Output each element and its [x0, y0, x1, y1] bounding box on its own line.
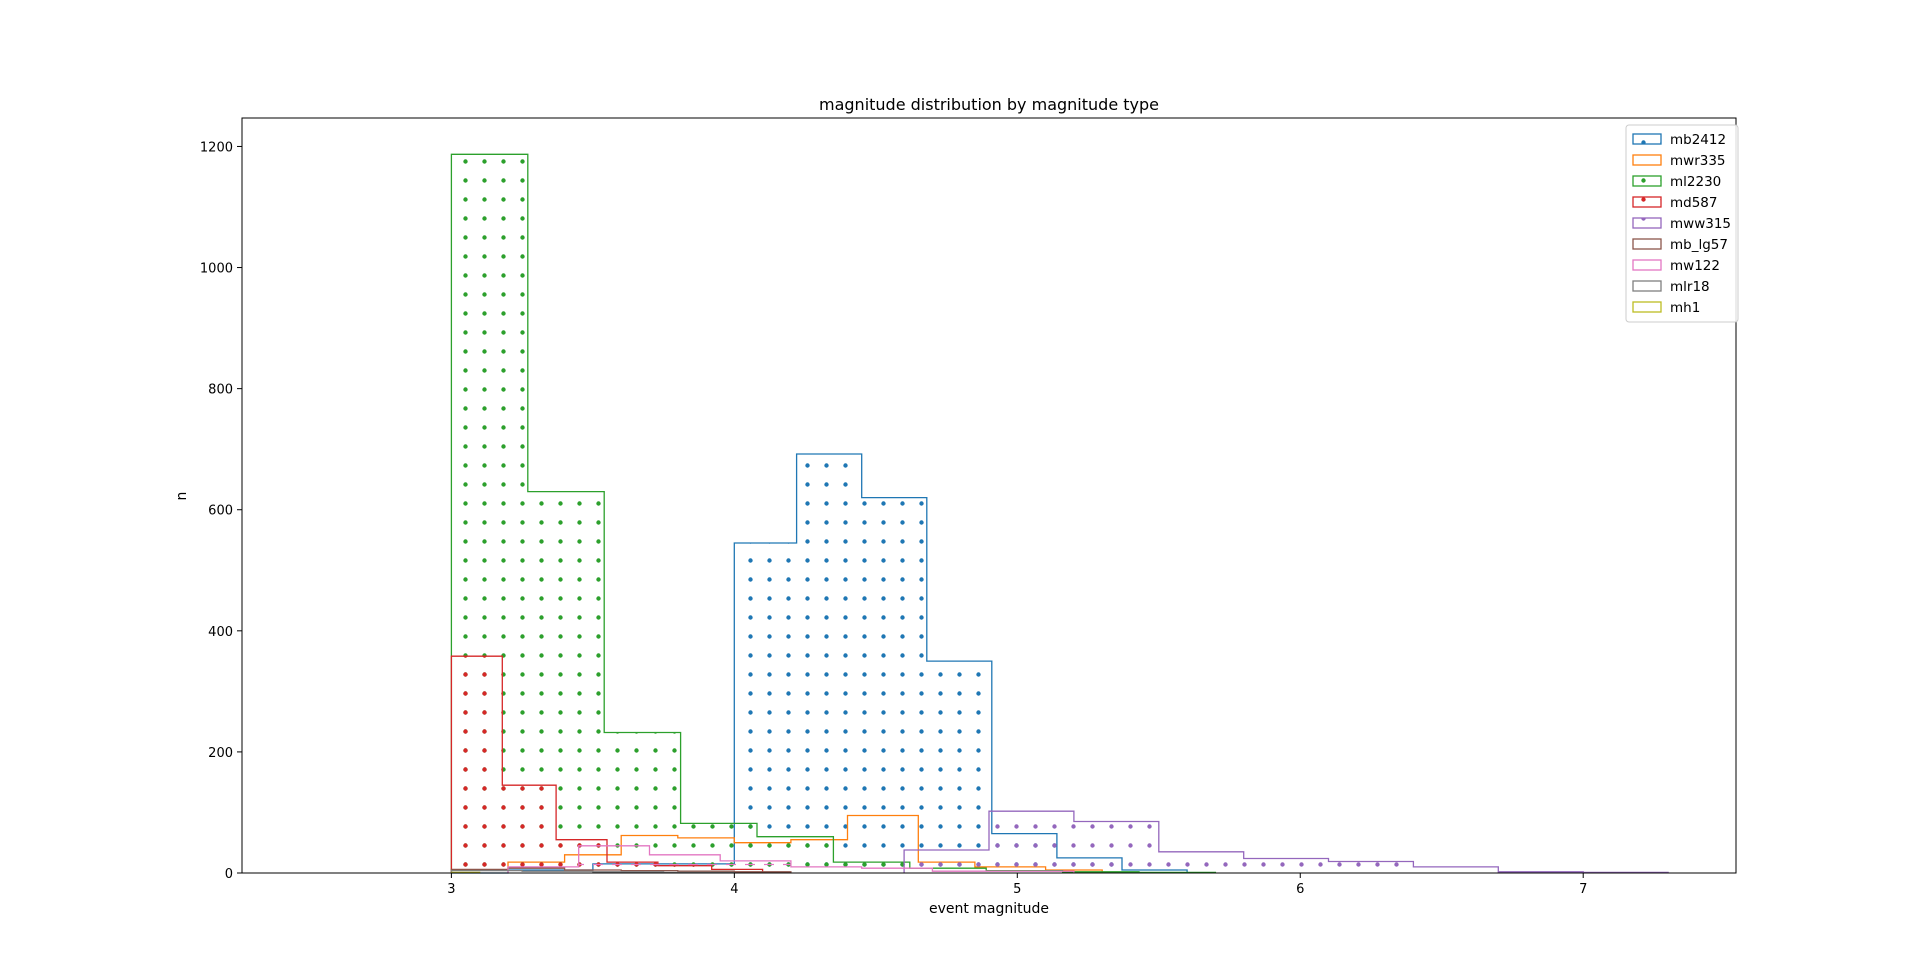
- legend-swatch: [1632, 301, 1662, 313]
- x-tick-label: 6: [1296, 882, 1304, 897]
- legend-swatch: [1632, 217, 1662, 229]
- legend-label: mwr335: [1670, 153, 1726, 169]
- histogram-series-mlr18: [450, 869, 735, 874]
- x-tick-label: 5: [1013, 882, 1021, 897]
- x-axis: 3 4 5 6 7: [447, 873, 1587, 897]
- legend-entry-mww315: mww315: [1632, 216, 1731, 232]
- legend-swatch: [1632, 238, 1662, 250]
- legend-swatch: [1632, 196, 1662, 208]
- legend-label: mh1: [1670, 300, 1700, 316]
- legend-entry-mb2412: mb2412: [1632, 132, 1726, 148]
- legend-swatch: [1632, 175, 1662, 187]
- legend-label: mb_lg57: [1670, 237, 1728, 253]
- legend-entry-mwr335: mwr335: [1632, 153, 1726, 169]
- legend-swatch: [1632, 259, 1662, 271]
- legend: mb2412 mwr335 ml2230 md587 mww315 mb_lg57 mw12…: [1625, 124, 1739, 323]
- legend-entry-mb_lg57: mb_lg57: [1632, 237, 1728, 253]
- legend-entry-ml2230: ml2230: [1632, 174, 1721, 190]
- legend-entry-mlr18: mlr18: [1632, 279, 1710, 295]
- legend-swatch: [1632, 154, 1662, 166]
- legend-swatch: [1632, 133, 1662, 145]
- histogram-bars: [450, 153, 1669, 874]
- y-axis: 0 200 400 600 800 1000 1200: [200, 140, 242, 882]
- histogram-series-mw122: [507, 845, 1075, 873]
- legend-label: mww315: [1670, 216, 1731, 232]
- x-tick-label: 7: [1579, 882, 1587, 897]
- y-tick-label: 0: [225, 867, 233, 882]
- chart-title: magnitude distribution by magnitude type: [819, 95, 1159, 114]
- legend-swatch: [1632, 280, 1662, 292]
- y-tick-label: 400: [208, 625, 233, 640]
- y-tick-label: 1200: [200, 140, 233, 155]
- y-axis-label: n: [174, 492, 190, 501]
- y-tick-label: 800: [208, 383, 233, 398]
- legend-label: ml2230: [1670, 174, 1721, 190]
- plot-frame: [241, 117, 1737, 874]
- y-tick-label: 200: [208, 746, 233, 761]
- x-axis-label: event magnitude: [929, 901, 1049, 917]
- legend-entry-mh1: mh1: [1632, 300, 1700, 316]
- x-tick-label: 4: [730, 882, 738, 897]
- legend-box: [1625, 124, 1739, 323]
- x-tick-label: 3: [447, 882, 455, 897]
- legend-label: mlr18: [1670, 279, 1710, 295]
- y-tick-label: 600: [208, 504, 233, 519]
- legend-entry-mw122: mw122: [1632, 258, 1720, 274]
- histogram-series-mww315: [903, 810, 1669, 874]
- legend-label: mb2412: [1670, 132, 1726, 148]
- y-tick-label: 1000: [200, 262, 233, 277]
- legend-label: mw122: [1670, 258, 1720, 274]
- legend-label: md587: [1670, 195, 1718, 211]
- legend-entry-md587: md587: [1632, 195, 1718, 211]
